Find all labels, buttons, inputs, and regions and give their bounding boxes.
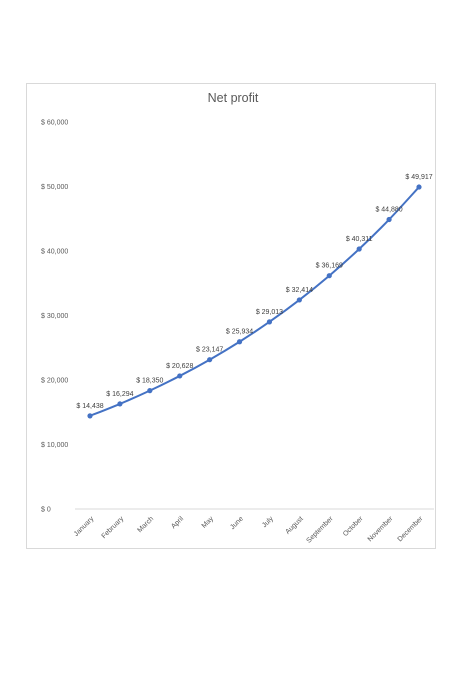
- data-point: [326, 273, 332, 279]
- y-tick-label: $ 60,000: [41, 120, 68, 127]
- chart-title: Net profit: [208, 91, 259, 105]
- x-tick-label: December: [397, 515, 425, 543]
- data-label: $ 25,934: [226, 329, 253, 336]
- data-point: [177, 373, 183, 379]
- data-point: [296, 297, 302, 303]
- x-axis-tick-labels: January February March April May June July Augu…: [73, 515, 425, 545]
- data-point: [117, 401, 123, 407]
- x-tick-label: February: [101, 515, 126, 540]
- y-axis-tick-labels: $ 0 $ 10,000 $ 20,000 $ 30,000 $ 40,000 $ 50,…: [41, 120, 68, 514]
- x-tick-label: May: [201, 515, 216, 530]
- x-tick-label: June: [229, 515, 245, 531]
- data-label: $ 16,294: [106, 391, 133, 398]
- data-label: $ 29,013: [256, 309, 283, 316]
- data-point: [356, 246, 362, 252]
- x-tick-label: April: [170, 515, 185, 530]
- data-label: $ 14,438: [76, 403, 103, 410]
- x-tick-label: October: [342, 515, 365, 538]
- data-label: $ 20,628: [166, 363, 193, 370]
- x-tick-label: July: [261, 515, 275, 529]
- x-tick-label: September: [306, 515, 336, 545]
- x-tick-label: January: [73, 515, 96, 538]
- data-label: $ 40,311: [346, 236, 373, 243]
- data-markers: [87, 184, 422, 419]
- y-tick-label: $ 0: [41, 507, 51, 514]
- data-label: $ 44,880: [375, 207, 402, 214]
- y-tick-label: $ 50,000: [41, 184, 68, 191]
- data-label: $ 49,917: [405, 174, 432, 181]
- y-tick-label: $ 30,000: [41, 313, 68, 320]
- chart-area: Net profit $ 0 $ 10,000 $ 20,000 $ 30,000 $ …: [26, 83, 436, 549]
- data-point: [207, 357, 213, 363]
- data-point: [236, 339, 243, 345]
- data-label: $ 23,147: [196, 347, 223, 354]
- data-point: [416, 184, 422, 190]
- data-labels: $ 14,438$ 16,294$ 18,350 $ 20,628 $ 23,147…: [76, 174, 432, 410]
- y-tick-label: $ 10,000: [41, 442, 68, 449]
- data-point: [266, 319, 273, 325]
- data-label: $ 36,169: [316, 263, 343, 270]
- x-tick-label: November: [367, 515, 395, 543]
- x-tick-label: August: [284, 515, 304, 535]
- data-label: $ 18,350: [136, 378, 163, 385]
- y-tick-label: $ 40,000: [41, 249, 68, 256]
- data-point: [147, 388, 153, 394]
- series-line: [89, 186, 420, 417]
- data-point: [386, 216, 392, 223]
- y-tick-label: $ 20,000: [41, 378, 68, 385]
- x-tick-label: March: [137, 515, 156, 534]
- data-label: $ 32,414: [286, 287, 313, 294]
- data-point: [87, 413, 93, 419]
